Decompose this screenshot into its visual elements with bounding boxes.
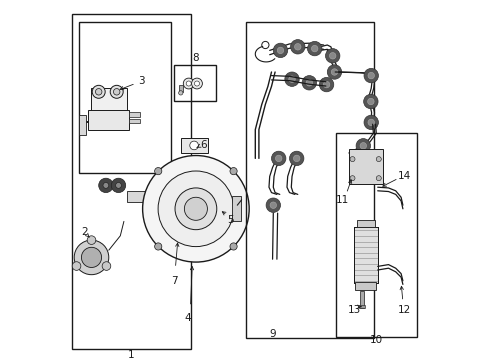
Bar: [179, 85, 182, 92]
Text: 6: 6: [200, 140, 206, 150]
Circle shape: [273, 43, 287, 58]
Circle shape: [288, 76, 295, 82]
Circle shape: [81, 247, 102, 267]
Circle shape: [142, 156, 249, 262]
Circle shape: [92, 85, 105, 98]
Text: 14: 14: [397, 171, 410, 181]
Circle shape: [305, 80, 312, 86]
Circle shape: [363, 115, 378, 130]
Circle shape: [293, 155, 299, 162]
Bar: [356, 220, 374, 227]
Bar: [354, 227, 377, 283]
Circle shape: [277, 47, 283, 54]
Circle shape: [194, 81, 199, 86]
Circle shape: [326, 65, 341, 79]
Circle shape: [302, 76, 316, 90]
Circle shape: [275, 155, 282, 162]
Circle shape: [87, 236, 96, 244]
Circle shape: [367, 72, 374, 79]
Circle shape: [294, 44, 301, 50]
Circle shape: [189, 141, 198, 150]
Text: 13: 13: [346, 305, 360, 315]
Circle shape: [329, 53, 335, 59]
Bar: [246, 22, 373, 338]
Circle shape: [367, 98, 373, 105]
Circle shape: [229, 167, 237, 175]
Circle shape: [323, 81, 329, 88]
Circle shape: [186, 81, 191, 86]
Bar: [359, 291, 363, 308]
Circle shape: [72, 262, 81, 270]
Text: 10: 10: [368, 335, 382, 345]
Circle shape: [183, 78, 194, 89]
Circle shape: [103, 183, 108, 188]
Bar: [88, 110, 129, 130]
Text: 12: 12: [397, 305, 410, 315]
Circle shape: [175, 188, 216, 230]
Circle shape: [311, 45, 317, 52]
Circle shape: [74, 240, 108, 275]
Bar: [174, 65, 215, 101]
Bar: [358, 305, 365, 308]
Bar: [336, 133, 416, 337]
Circle shape: [111, 178, 125, 193]
Circle shape: [359, 143, 366, 149]
Bar: [79, 22, 170, 173]
Ellipse shape: [157, 192, 161, 201]
Circle shape: [154, 243, 162, 250]
Text: 9: 9: [268, 329, 275, 339]
Circle shape: [330, 69, 337, 75]
Circle shape: [290, 40, 305, 54]
Circle shape: [115, 183, 121, 188]
Circle shape: [363, 68, 378, 83]
Circle shape: [349, 176, 354, 181]
Ellipse shape: [152, 192, 156, 201]
Text: 11: 11: [335, 195, 349, 205]
Text: 1: 1: [127, 350, 134, 360]
Circle shape: [349, 157, 354, 162]
Circle shape: [325, 49, 339, 63]
Bar: [91, 88, 127, 112]
Circle shape: [158, 171, 233, 247]
Bar: [354, 227, 377, 283]
Text: 7: 7: [171, 276, 177, 286]
Bar: [129, 112, 140, 117]
Text: 4: 4: [184, 312, 190, 323]
Text: 8: 8: [191, 53, 198, 63]
Circle shape: [154, 167, 162, 175]
Circle shape: [95, 89, 102, 95]
Bar: [355, 282, 375, 290]
Circle shape: [375, 157, 381, 162]
Circle shape: [355, 139, 370, 153]
Bar: [231, 196, 241, 221]
Circle shape: [99, 178, 113, 193]
Circle shape: [178, 91, 183, 95]
Circle shape: [307, 41, 321, 56]
Circle shape: [269, 202, 276, 208]
Circle shape: [271, 151, 285, 166]
Circle shape: [229, 243, 237, 250]
Circle shape: [191, 78, 202, 89]
Circle shape: [110, 85, 123, 98]
Circle shape: [363, 94, 377, 109]
Circle shape: [102, 262, 111, 270]
Circle shape: [367, 119, 374, 126]
Bar: [181, 138, 207, 153]
Circle shape: [284, 72, 299, 86]
Circle shape: [265, 198, 280, 212]
Bar: [348, 149, 382, 184]
Circle shape: [113, 89, 120, 95]
Bar: [129, 119, 140, 123]
Circle shape: [375, 176, 381, 181]
Circle shape: [184, 197, 207, 220]
Bar: [79, 115, 86, 135]
Text: 5: 5: [227, 215, 234, 225]
Circle shape: [319, 77, 333, 92]
Text: 3: 3: [120, 76, 145, 90]
Circle shape: [289, 151, 303, 166]
Bar: [72, 14, 190, 349]
Bar: [127, 191, 151, 202]
Text: 2: 2: [81, 227, 87, 237]
